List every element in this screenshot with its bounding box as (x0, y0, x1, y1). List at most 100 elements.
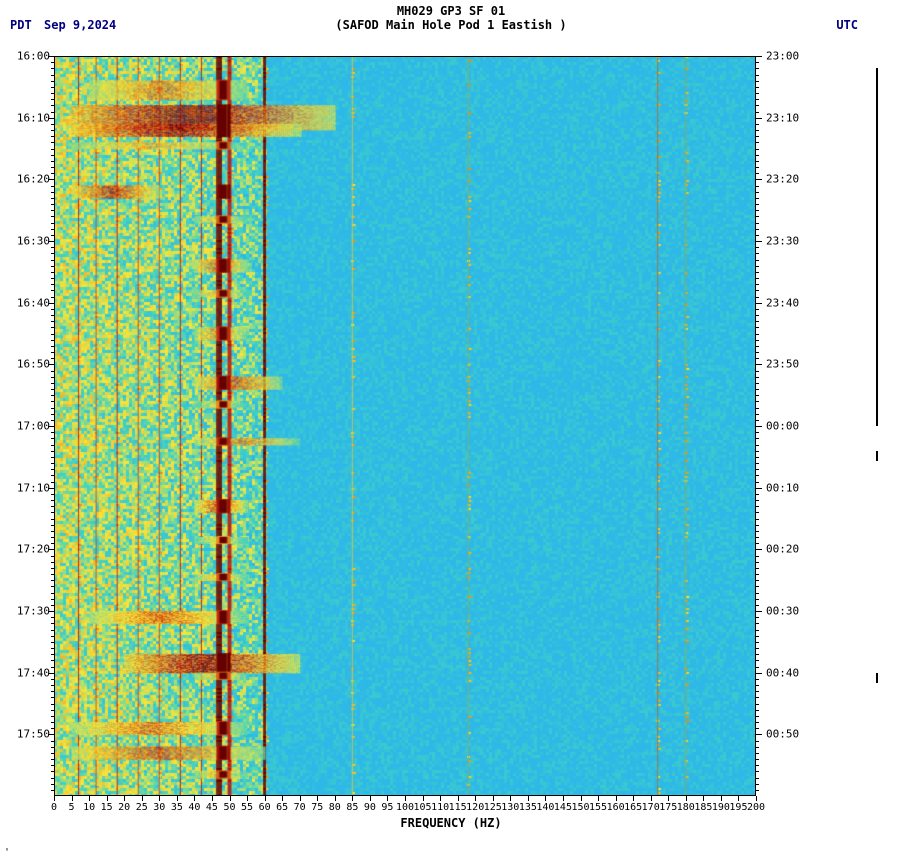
x-tick-mark (598, 796, 599, 801)
y-minor-mark (756, 272, 759, 273)
y-minor-mark (51, 352, 54, 353)
y-minor-mark (51, 753, 54, 754)
y-minor-mark (51, 186, 54, 187)
y-minor-mark (756, 198, 759, 199)
y-minor-mark (51, 315, 54, 316)
y-minor-mark (51, 525, 54, 526)
y-minor-mark (51, 278, 54, 279)
y-minor-mark (756, 186, 759, 187)
y-tick-label-left: 17:20 (17, 543, 50, 556)
y-minor-mark (756, 62, 759, 63)
y-minor-mark (756, 278, 759, 279)
x-tick-label: 65 (276, 802, 288, 813)
x-tick-mark (230, 796, 231, 801)
x-tick-mark (212, 796, 213, 801)
y-minor-mark (51, 568, 54, 569)
side-bar (876, 673, 878, 683)
x-tick-mark (633, 796, 634, 801)
date: Sep 9,2024 (44, 18, 116, 32)
y-minor-mark (51, 68, 54, 69)
y-minor-mark (51, 562, 54, 563)
y-tick-label-left: 16:30 (17, 235, 50, 248)
y-minor-mark (51, 401, 54, 402)
y-minor-mark (51, 605, 54, 606)
y-minor-mark (756, 297, 759, 298)
y-minor-mark (51, 697, 54, 698)
y-tick-label-right: 00:40 (766, 666, 799, 679)
y-tick-label-right: 23:40 (766, 296, 799, 309)
y-tick-label-right: 23:00 (766, 50, 799, 63)
footer-mark: ' (4, 847, 10, 858)
y-minor-mark (51, 75, 54, 76)
y-minor-mark (51, 445, 54, 446)
y-minor-mark (756, 475, 759, 476)
y-minor-mark (51, 408, 54, 409)
y-minor-mark (756, 235, 759, 236)
y-minor-mark (756, 321, 759, 322)
x-tick-label: 190 (712, 802, 730, 813)
y-tick-label-right: 00:30 (766, 605, 799, 618)
x-tick-label: 70 (294, 802, 306, 813)
y-minor-mark (51, 142, 54, 143)
y-minor-mark (756, 654, 759, 655)
y-minor-mark (756, 334, 759, 335)
y-minor-mark (756, 580, 759, 581)
y-minor-mark (51, 728, 54, 729)
x-tick-mark (387, 796, 388, 801)
y-minor-mark (756, 784, 759, 785)
x-tick-mark (142, 796, 143, 801)
y-minor-mark (51, 556, 54, 557)
y-minor-mark (756, 81, 759, 82)
x-tick-label: 115 (449, 802, 467, 813)
y-minor-mark (51, 87, 54, 88)
x-tick-label: 20 (118, 802, 130, 813)
y-minor-mark (756, 327, 759, 328)
y-minor-mark (51, 716, 54, 717)
y-minor-mark (51, 636, 54, 637)
x-tick-label: 90 (364, 802, 376, 813)
y-minor-mark (756, 87, 759, 88)
y-tick-label-left: 17:30 (17, 605, 50, 618)
y-minor-mark (51, 586, 54, 587)
y-minor-mark (51, 593, 54, 594)
y-minor-mark (756, 500, 759, 501)
y-tick-label-right: 00:10 (766, 481, 799, 494)
y-minor-mark (756, 105, 759, 106)
x-tick-label: 175 (659, 802, 677, 813)
y-tick-mark-right (756, 56, 762, 57)
y-minor-mark (51, 543, 54, 544)
y-minor-mark (756, 161, 759, 162)
x-tick-mark (686, 796, 687, 801)
x-tick-mark (177, 796, 178, 801)
y-minor-mark (756, 229, 759, 230)
x-tick-label: 160 (607, 802, 625, 813)
y-minor-mark (51, 648, 54, 649)
y-minor-mark (51, 778, 54, 779)
y-minor-mark (51, 599, 54, 600)
x-tick-mark (317, 796, 318, 801)
y-minor-mark (51, 512, 54, 513)
y-minor-mark (51, 500, 54, 501)
x-tick-mark (475, 796, 476, 801)
y-minor-mark (51, 771, 54, 772)
y-minor-mark (756, 223, 759, 224)
y-minor-mark (51, 685, 54, 686)
y-minor-mark (756, 451, 759, 452)
y-minor-mark (756, 660, 759, 661)
y-tick-label-right: 23:50 (766, 358, 799, 371)
x-axis-label: FREQUENCY (HZ) (400, 816, 501, 830)
y-minor-mark (756, 525, 759, 526)
y-minor-mark (51, 494, 54, 495)
y-tick-mark-right (756, 179, 762, 180)
x-tick-label: 105 (414, 802, 432, 813)
x-tick-mark (510, 796, 511, 801)
x-tick-label: 30 (153, 802, 165, 813)
x-tick-mark (458, 796, 459, 801)
x-tick-mark (300, 796, 301, 801)
y-tick-label-left: 16:20 (17, 173, 50, 186)
y-minor-mark (51, 81, 54, 82)
y-minor-mark (756, 340, 759, 341)
x-tick-label: 170 (642, 802, 660, 813)
y-minor-mark (756, 99, 759, 100)
y-minor-mark (51, 247, 54, 248)
